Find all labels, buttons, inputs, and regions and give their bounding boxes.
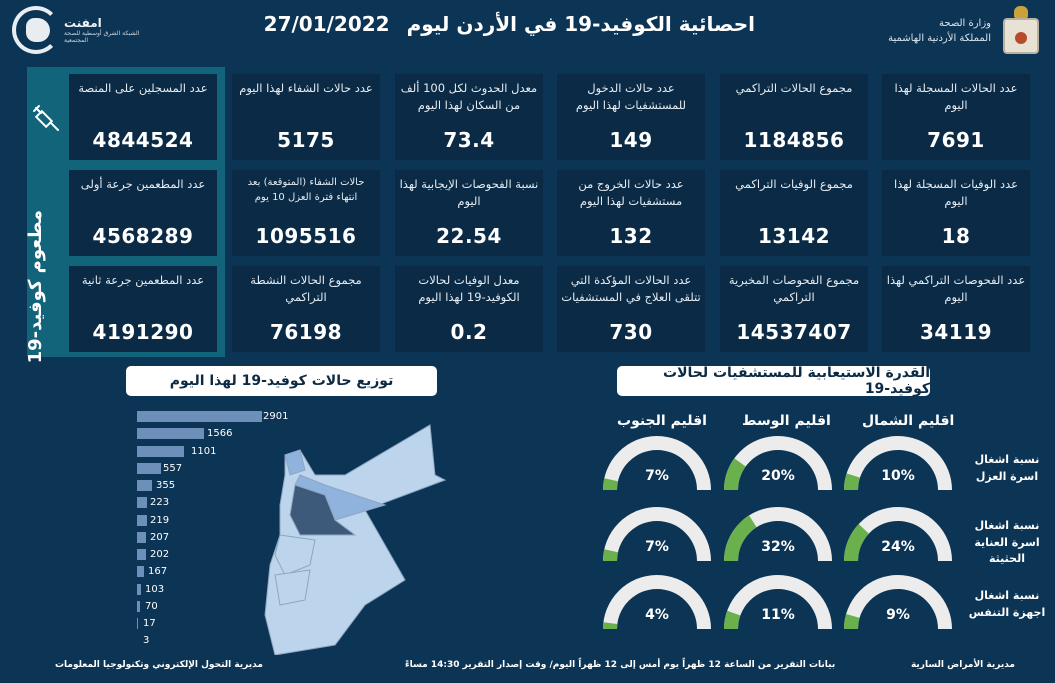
- isolation-beds-label: نسبة اشغال اسرة العزل: [974, 453, 1040, 483]
- stat-card-total-tests: مجموع الفحوصات المخبرية التراكمي 1453740…: [720, 266, 868, 352]
- gauge-icu-south: 7%: [602, 507, 712, 563]
- stat-card-hospital-discharges: عدد حالات الخروج من مستشفيات لهذا اليوم …: [557, 170, 705, 256]
- gauge-isolation-south: 7%: [602, 436, 712, 492]
- region-center-label: اقليم الوسط: [742, 413, 831, 429]
- stat-card-first-dose: عدد المطعمين جرعة أولى 4568289: [69, 170, 217, 256]
- gauge-isolation-north: 10%: [843, 436, 953, 492]
- page-title: احصائية الكوفيد-19 في الأردن ليوم 27/01/…: [264, 12, 755, 36]
- stat-card-hospital-admissions: عدد حالات الدخول للمستشفيات لهذا اليوم 1…: [557, 74, 705, 160]
- logo-subtitle-2: المجتمعية: [64, 37, 89, 44]
- stat-card-positivity-rate: نسبة الفحوصات الإيجابية لهذا اليوم 22.54: [395, 170, 543, 256]
- gauge-icu-center: 32%: [723, 507, 833, 563]
- stat-card-death-rate: معدل الوفيات لحالات الكوفيد-19 لهذا اليو…: [395, 266, 543, 352]
- stat-card-hospitalized: عدد الحالات المؤكدة التي تتلقى العلاج في…: [557, 266, 705, 352]
- header: امفنت الشبكة الشرق أوسطية للصحة المجتمعي…: [0, 0, 1055, 60]
- stat-card-incidence-rate: معدل الحدوث لكل 100 ألف من السكان لهذا ا…: [395, 74, 543, 160]
- logo-subtitle-1: الشبكة الشرق أوسطية للصحة: [64, 30, 140, 37]
- footer-it-directorate: مديرية التحول الإلكتروني وتكنولوجيا المع…: [55, 660, 263, 670]
- stat-card-daily-recoveries: عدد حالات الشفاء لهذا اليوم 5175: [232, 74, 380, 160]
- region-north-label: اقليم الشمال: [862, 413, 955, 429]
- stat-card-total-deaths: مجموع الوفيات التراكمي 13142: [720, 170, 868, 256]
- footer-report-info: بيانات التقرير من الساعة 12 ظهراً يوم أم…: [405, 660, 836, 670]
- capacity-title: القدرة الاستيعابية للمستشفيات لحالات كوف…: [617, 365, 930, 397]
- amphnet-logo: امفنت الشبكة الشرق أوسطية للصحة المجتمعي…: [12, 6, 139, 54]
- coat-of-arms-icon: [999, 6, 1043, 56]
- vaccine-panel-label: مطعوم كوفيد-19: [25, 210, 46, 364]
- stat-card-daily-tests: عدد الفحوصات التراكمي لهذا اليوم 34119: [882, 266, 1030, 352]
- gauge-ventilators-north: 9%: [843, 575, 953, 631]
- footer-directorate: مديرية الأمراض السارية: [910, 660, 1015, 670]
- gauge-isolation-center: 20%: [723, 436, 833, 492]
- gauge-ventilators-south: 4%: [602, 575, 712, 631]
- ventilators-label: نسبة اشغال اجهزة التنفس: [968, 589, 1046, 619]
- gauge-ventilators-center: 11%: [723, 575, 833, 631]
- distribution-title: توزيع حالات كوفيد-19 لهذا اليوم: [126, 366, 437, 396]
- title-text: احصائية الكوفيد-19 في الأردن ليوم: [406, 12, 755, 36]
- stat-card-daily-deaths: عدد الوفيات المسجلة لهذا اليوم 18: [882, 170, 1030, 256]
- gauge-icu-north: 24%: [843, 507, 953, 563]
- stat-card-expected-recoveries: حالات الشفاء (المتوقعة) بعد انتهاء فترة …: [232, 170, 380, 256]
- syringe-icon: [33, 105, 59, 131]
- jordan-map: [264, 424, 447, 655]
- stat-card-active-cases: مجموع الحالات النشطة التراكمي 76198: [232, 266, 380, 352]
- globe-logo-icon: [12, 6, 60, 54]
- stat-card-second-dose: عدد المطعمين جرعة ثانية 4191290: [69, 266, 217, 352]
- ministry-logo: وزارة الصحة المملكة الأردنية الهاشمية: [888, 6, 1043, 56]
- stat-card-daily-cases: عدد الحالات المسجلة لهذا اليوم 7691: [882, 74, 1030, 160]
- icu-beds-label: نسبة اشغال اسرة العناية الحثيثة: [974, 519, 1040, 565]
- ministry-name: وزارة الصحة: [939, 18, 991, 29]
- stat-card-total-cases: مجموع الحالات التراكمي 1184856: [720, 74, 868, 160]
- stat-card-registered: عدد المسجلين على المنصة 4844524: [69, 74, 217, 160]
- logo-name: امفنت: [64, 16, 102, 30]
- report-date: 27/01/2022: [263, 12, 390, 36]
- kingdom-name: المملكة الأردنية الهاشمية: [888, 33, 991, 44]
- region-south-label: اقليم الجنوب: [617, 413, 707, 429]
